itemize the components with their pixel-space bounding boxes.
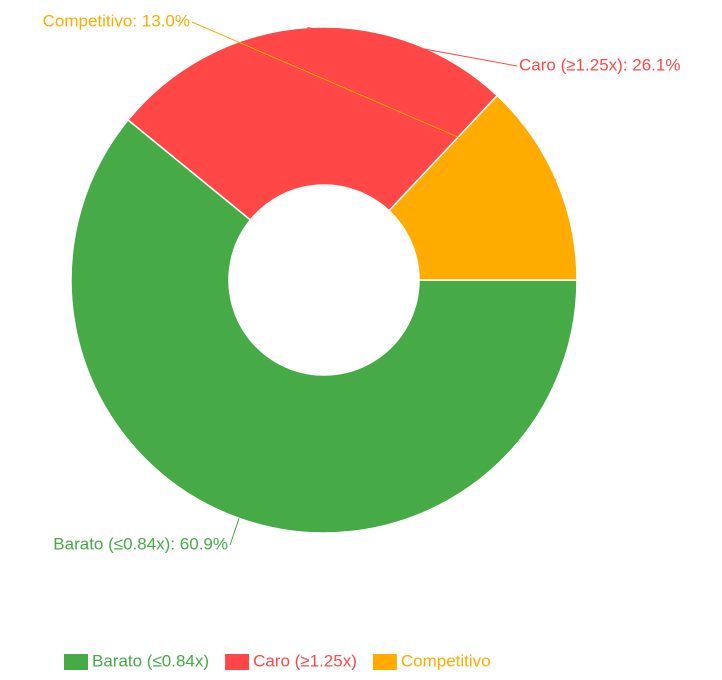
donut-slice: [126, 26, 499, 221]
leader-line: [229, 518, 240, 546]
leader-line: [191, 21, 557, 180]
leader-line: [307, 27, 518, 67]
legend-swatch: [225, 654, 250, 670]
donut-slice: [387, 94, 578, 281]
data-label: Caro (≥1.25x): 26.1%: [519, 55, 680, 74]
data-label: Barato (≤0.84x): 60.9%: [53, 534, 228, 553]
legend-swatch: [64, 654, 88, 670]
donut-slice: [70, 118, 578, 534]
legend-swatch: [372, 654, 397, 670]
data-label: Competitivo: 13.0%: [43, 11, 190, 30]
legend-label: Competitivo: [401, 651, 491, 670]
legend-label: Caro (≥1.25x): [253, 651, 357, 670]
legend-label: Barato (≤0.84x): [92, 651, 209, 670]
